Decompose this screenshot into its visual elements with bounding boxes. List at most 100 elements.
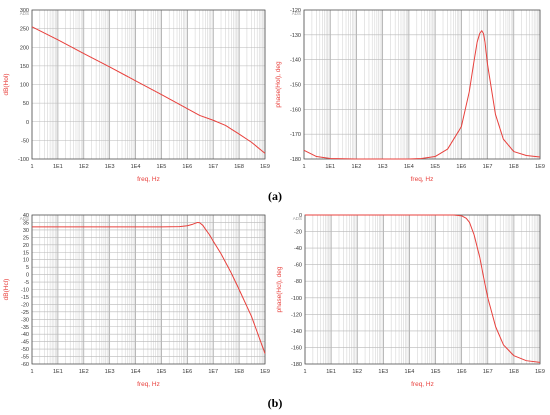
y-tick-label: 35 [23, 220, 29, 226]
x-tick-label: 1E9 [535, 369, 545, 375]
x-axis-label: freq, Hz [137, 381, 160, 388]
y-tick-label: 200 [20, 45, 29, 51]
ads-tag: ADS [293, 216, 302, 221]
x-tick-label: 1E2 [352, 369, 362, 375]
x-tick-label: 1E5 [430, 164, 440, 170]
y-tick-label: 40 [23, 213, 29, 219]
ads-tag: ADS [292, 11, 301, 16]
ads-tag: ADS [20, 216, 29, 221]
y-tick-label: -150 [290, 83, 301, 89]
y-tick-label: -130 [290, 33, 301, 39]
y-tick-label: -10 [21, 288, 29, 294]
plot-frame [31, 214, 266, 365]
plot-area [305, 215, 540, 364]
x-tick-label: 1E9 [260, 369, 270, 375]
x-tick-label: 1E1 [53, 164, 63, 170]
y-tick-label: 20 [23, 243, 29, 249]
y-axis-label: dB(Hcl) [3, 279, 10, 301]
x-tick-label: 1E4 [131, 369, 141, 375]
x-tick-label: 1 [303, 369, 306, 375]
y-tick-label: -20 [294, 230, 302, 236]
plot-a-right: 1 1E1 1E2 1E3 1E4 1E5 1E6 1E7 1E8 1E9 -180 -170 -160… [275, 8, 545, 183]
x-axis-label: freq, Hz [411, 381, 434, 388]
y-tick-label: 100 [20, 83, 29, 89]
y-tick-label: 15 [23, 250, 29, 256]
x-tick-label: 1E9 [535, 164, 545, 170]
x-tick-label: 1E6 [182, 164, 192, 170]
y-tick-label: 250 [20, 27, 29, 33]
y-tick-label: -60 [21, 362, 29, 368]
y-tick-label: 0 [26, 273, 29, 279]
plot-b-right: 1 1E1 1E2 1E3 1E4 1E5 1E6 1E7 1E8 1E9 -180 -160 -140… [276, 213, 545, 388]
y-tick-label: 30 [23, 228, 29, 234]
x-tick-label: 1E3 [378, 164, 388, 170]
x-tick-label: 1E3 [105, 369, 115, 375]
x-tick-label: 1E1 [53, 369, 63, 375]
y-tick-label: 5 [26, 265, 29, 271]
x-tick-label: 1E6 [456, 164, 466, 170]
x-tick-label: 1E3 [105, 164, 115, 170]
y-tick-label: -15 [21, 295, 29, 301]
y-tick-label: -30 [21, 317, 29, 323]
x-axis-label: freq, Hz [137, 176, 160, 183]
y-tick-label: -160 [291, 345, 302, 351]
x-tick-label: 1E6 [457, 369, 467, 375]
x-tick-label: 1E1 [325, 164, 335, 170]
plot-frame [303, 9, 541, 160]
y-tick-label: -25 [21, 310, 29, 316]
y-tick-label: -35 [21, 325, 29, 331]
series-line-0 [32, 221, 266, 354]
y-tick-label: -140 [290, 58, 301, 64]
y-axis-label: dB(Hol) [3, 73, 10, 95]
caption-b: (b) [267, 396, 283, 410]
y-tick-label: -5 [24, 280, 29, 286]
x-tick-label: 1E9 [260, 164, 270, 170]
x-tick-label: 1E7 [208, 369, 218, 375]
y-tick-label: 10 [23, 258, 29, 264]
series-line-0 [303, 30, 541, 160]
series-line-0 [31, 26, 266, 154]
y-tick-label: -180 [291, 362, 302, 368]
x-tick-label: 1E6 [182, 369, 192, 375]
x-tick-label: 1E2 [79, 164, 89, 170]
x-tick-label: 1 [30, 369, 33, 375]
x-tick-label: 1E4 [405, 369, 415, 375]
plot-frame [31, 9, 266, 160]
y-tick-label: 0 [26, 120, 29, 126]
y-axis-label: phase(Hcl), deg [276, 266, 283, 312]
x-tick-label: 1 [302, 164, 305, 170]
x-tick-label: 1E4 [131, 164, 141, 170]
caption-a: (a) [268, 189, 282, 203]
x-tick-label: 1E7 [208, 164, 218, 170]
y-tick-label: 300 [20, 8, 29, 14]
x-tick-label: 1E2 [79, 369, 89, 375]
y-tick-label: -170 [290, 132, 301, 138]
y-tick-label: -140 [291, 329, 302, 335]
y-tick-label: -50 [21, 347, 29, 353]
x-tick-label: 1E5 [157, 164, 167, 170]
x-tick-label: 1E3 [378, 369, 388, 375]
y-tick-label: -100 [291, 296, 302, 302]
y-tick-label: -55 [21, 355, 29, 361]
x-tick-label: 1E7 [483, 164, 493, 170]
y-tick-label: -20 [21, 302, 29, 308]
y-tick-label: 150 [20, 64, 29, 70]
y-tick-label: -180 [290, 157, 301, 163]
x-tick-label: 1E4 [404, 164, 414, 170]
x-tick-label: 1E5 [157, 369, 167, 375]
x-tick-label: 1E8 [234, 369, 244, 375]
plot-b-left: 1 1E1 1E2 1E3 1E4 1E5 1E6 1E7 1E8 1E9-60-55-50-45… [3, 213, 270, 388]
x-tick-label: 1E8 [509, 164, 519, 170]
x-tick-label: 1E5 [431, 369, 441, 375]
y-tick-label: -40 [294, 246, 302, 252]
x-tick-label: 1E1 [326, 369, 336, 375]
ads-tag: ADS [20, 11, 29, 16]
y-tick-label: 50 [23, 101, 29, 107]
series-line-0 [305, 214, 541, 363]
y-axis-label: phase(Hol), deg [275, 61, 282, 108]
y-tick-label: -160 [290, 107, 301, 113]
y-tick-label: -100 [18, 157, 29, 163]
y-tick-label: -60 [294, 263, 302, 269]
y-tick-label: -45 [21, 340, 29, 346]
